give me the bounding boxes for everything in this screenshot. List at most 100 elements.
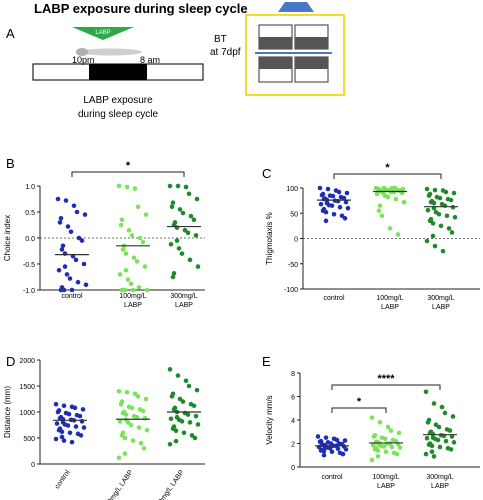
data-point (437, 444, 443, 450)
data-point (132, 186, 138, 191)
data-point (439, 404, 445, 410)
data-point (323, 209, 329, 215)
data-point (325, 186, 331, 192)
data-point (134, 259, 140, 264)
data-point (331, 211, 337, 217)
caption-line-1: LABP exposure (83, 95, 153, 106)
data-point (431, 454, 437, 459)
y-tick-label: 2 (291, 442, 295, 449)
data-point (182, 227, 188, 233)
data-point (142, 264, 148, 269)
data-point (55, 196, 61, 202)
data-point (81, 425, 87, 430)
data-point (371, 434, 377, 439)
data-point (183, 378, 189, 384)
data-point (123, 412, 129, 417)
data-point (168, 416, 174, 422)
data-point (376, 208, 382, 214)
y-tick-label: 1.0 (25, 184, 35, 191)
larva-head (76, 48, 88, 56)
data-point (124, 184, 130, 190)
caption-line-2: during sleep cycle (78, 109, 158, 120)
y-tick-label: 50 (290, 211, 298, 218)
data-point (319, 192, 325, 198)
data-point (65, 423, 71, 428)
well-plate (255, 24, 332, 83)
data-point (185, 230, 191, 236)
data-point (120, 247, 126, 252)
data-point (383, 449, 389, 455)
data-point (341, 195, 347, 201)
data-point (323, 435, 329, 440)
data-point (186, 383, 192, 389)
x-tick-label: 300mg/L LABP (426, 474, 453, 490)
y-tick-label: 0 (291, 465, 295, 472)
data-point (343, 199, 349, 205)
data-point (171, 271, 177, 276)
data-point (63, 198, 69, 203)
data-point (336, 189, 342, 195)
data-point (369, 415, 375, 420)
time-end-label: 8 am (140, 55, 160, 65)
data-point (134, 414, 140, 420)
data-point (424, 238, 430, 244)
data-point (80, 407, 86, 412)
drug-arrow-icon (72, 27, 134, 40)
data-point (118, 222, 124, 228)
data-point (116, 183, 122, 189)
x-tick-label: 300mg/L LABP (170, 293, 197, 309)
data-point (185, 412, 191, 417)
data-point (117, 419, 123, 424)
data-point (388, 428, 394, 433)
data-point (123, 251, 129, 256)
data-point (429, 443, 435, 449)
data-point (321, 448, 327, 454)
data-point (344, 190, 350, 196)
data-point (128, 281, 134, 287)
data-point (435, 437, 441, 443)
y-tick-label: -1.0 (23, 288, 35, 295)
data-point (438, 223, 444, 229)
data-point (126, 227, 132, 233)
drug-arrow-label: LABP (95, 30, 110, 36)
data-point (179, 251, 185, 256)
data-point (65, 224, 71, 229)
y-tick-label: 0.0 (25, 236, 35, 243)
data-point (426, 193, 432, 198)
data-point (79, 238, 85, 243)
y-tick-label: 4 (291, 418, 295, 425)
data-point (191, 403, 197, 409)
data-point (186, 191, 192, 197)
y-tick-label: 0.5 (25, 210, 35, 217)
data-point (443, 438, 449, 444)
well-zone (295, 57, 328, 69)
data-point (191, 217, 197, 223)
data-point (123, 267, 129, 273)
data-point (327, 445, 333, 451)
data-point (119, 217, 125, 223)
data-point (342, 438, 348, 443)
data-point (195, 422, 201, 427)
data-point (188, 213, 194, 219)
data-point (138, 440, 144, 446)
y-tick-label: 0 (31, 462, 35, 469)
data-point (379, 213, 385, 219)
data-point (118, 401, 124, 407)
well-zone (259, 57, 292, 69)
data-point (177, 207, 183, 212)
data-point (427, 218, 433, 224)
data-point (129, 405, 135, 411)
data-point (189, 433, 195, 438)
data-point (53, 401, 59, 407)
data-point (170, 200, 176, 205)
data-point (173, 428, 179, 434)
data-point (119, 433, 125, 438)
data-point (77, 413, 83, 419)
data-point (442, 410, 448, 416)
data-point (387, 226, 393, 231)
data-point (56, 267, 62, 273)
data-point (187, 257, 193, 263)
x-tick-label: 100mg/L LABP (376, 295, 403, 311)
data-point (436, 424, 442, 430)
data-point (73, 257, 79, 263)
